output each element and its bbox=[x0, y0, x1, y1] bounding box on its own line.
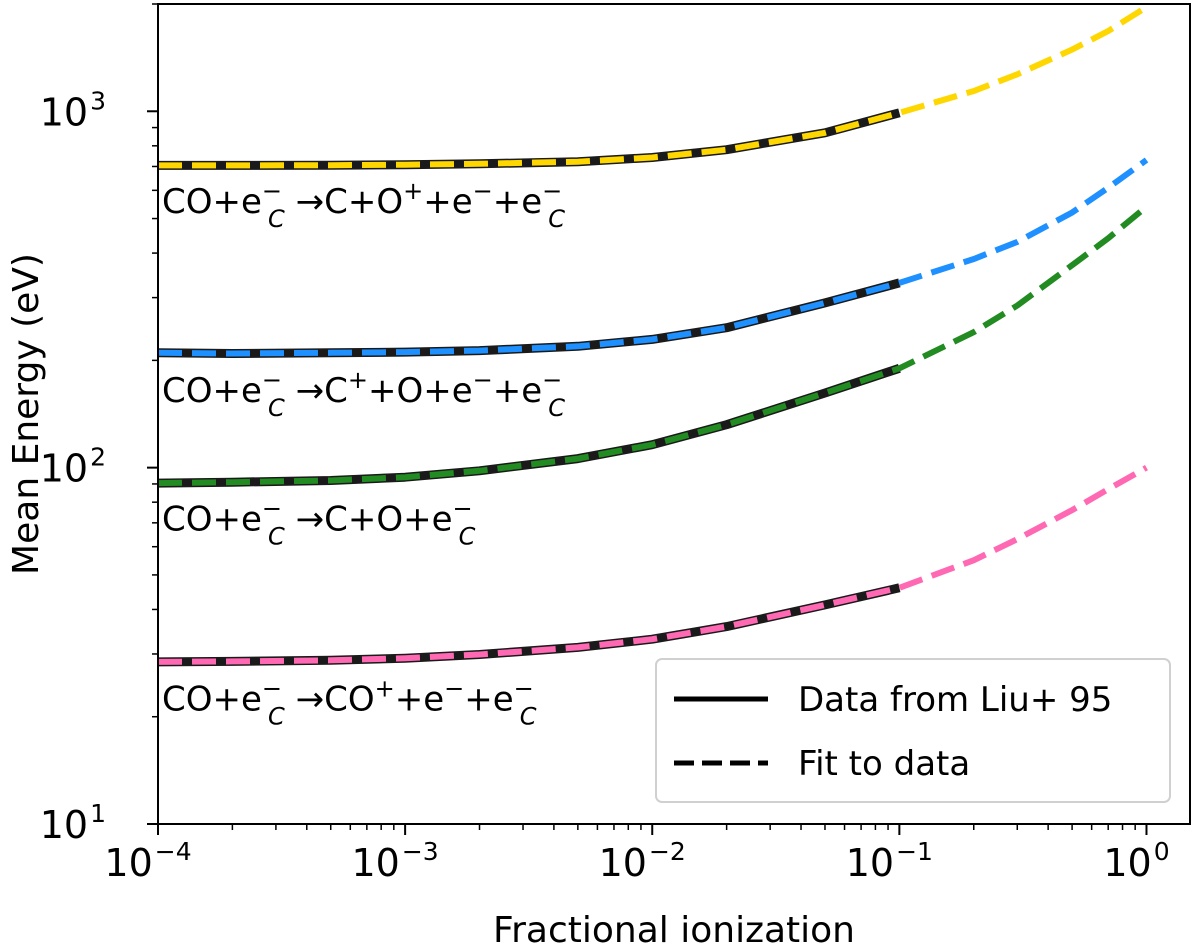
y-tick-label: 101 bbox=[40, 799, 106, 847]
x-tick-label: 10−3 bbox=[352, 837, 439, 885]
y-tick-exp: 1 bbox=[90, 799, 106, 828]
ann-sup: − bbox=[473, 366, 493, 394]
series-0 bbox=[158, 4, 1149, 170]
plot-frame bbox=[157, 3, 1191, 825]
legend-label: Fit to data bbox=[798, 744, 970, 784]
ann-sub: C bbox=[548, 394, 565, 422]
x-tick-label: 100 bbox=[1103, 837, 1169, 885]
ann-part: +e bbox=[423, 182, 472, 222]
ann-sup: − bbox=[514, 674, 534, 702]
x-tick-exp: −1 bbox=[896, 837, 933, 866]
ann-sub: C bbox=[548, 205, 565, 233]
ann-sup: + bbox=[348, 366, 368, 394]
reaction-label-2: CO+e− C →C+O+e− C bbox=[162, 494, 476, 550]
data-line-1 bbox=[157, 278, 901, 358]
ann-sub: C bbox=[459, 522, 476, 550]
x-axis-label: Fractional ionization bbox=[493, 910, 855, 951]
y-tick-exp: 2 bbox=[90, 443, 106, 472]
x-tick-exp: −4 bbox=[155, 837, 192, 866]
legend: Data from Liu+ 95 Fit to data bbox=[655, 658, 1171, 803]
ann-part: CO+e bbox=[162, 679, 262, 719]
ann-sup: − bbox=[262, 177, 282, 205]
ann-sub: C bbox=[268, 522, 285, 550]
y-axis-label: Mean Energy (eV) bbox=[6, 253, 47, 575]
x-tick-label: 10−2 bbox=[599, 837, 686, 885]
ann-sub: C bbox=[268, 394, 285, 422]
ann-part: →C+O+e bbox=[285, 499, 453, 539]
reaction-label-0: CO+e− C →C+O++e−+e− C bbox=[162, 177, 565, 233]
ann-part: →CO bbox=[285, 679, 375, 719]
data-line-3 bbox=[157, 583, 901, 667]
ann-sub: C bbox=[268, 205, 285, 233]
ann-part: CO+e bbox=[162, 182, 262, 222]
x-tick-exp: −2 bbox=[649, 837, 686, 866]
series-3 bbox=[157, 464, 1148, 667]
y-tick-label: 103 bbox=[40, 86, 106, 134]
ann-part: +O+e bbox=[368, 371, 473, 411]
ann-sup: − bbox=[542, 177, 562, 205]
ann-sub: C bbox=[520, 702, 537, 730]
ann-part: CO+e bbox=[162, 371, 262, 411]
ann-sup: − bbox=[453, 494, 473, 522]
ann-sub: C bbox=[268, 702, 285, 730]
ann-sup: + bbox=[403, 177, 423, 205]
fit-line-2 bbox=[157, 204, 1149, 487]
x-tick-exp: 0 bbox=[1154, 837, 1170, 866]
reaction-label-3: CO+e− C →CO++e−+e− C bbox=[162, 674, 537, 730]
ann-sup: − bbox=[262, 366, 282, 394]
ann-sup: − bbox=[444, 674, 464, 702]
series-1 bbox=[157, 157, 1149, 358]
legend-label: Data from Liu+ 95 bbox=[798, 680, 1112, 720]
fit-line-0 bbox=[158, 4, 1149, 169]
ann-part: +e bbox=[493, 371, 542, 411]
y-tick-exp: 3 bbox=[90, 86, 106, 115]
ann-sup: + bbox=[375, 674, 395, 702]
y-tick-label: 102 bbox=[40, 443, 106, 491]
reaction-label-1: CO+e− C →C++O+e−+e− C bbox=[162, 366, 565, 422]
x-tick-exp: −3 bbox=[402, 837, 439, 866]
series-2 bbox=[157, 204, 1149, 488]
fit-line-3 bbox=[157, 464, 1148, 665]
ann-part: +e bbox=[464, 679, 513, 719]
ann-part: +e bbox=[493, 182, 542, 222]
x-tick-label: 10−1 bbox=[846, 837, 933, 885]
ann-part: →C+O bbox=[285, 182, 403, 222]
ann-sup: − bbox=[473, 177, 493, 205]
ann-sup: − bbox=[262, 674, 282, 702]
ann-part: +e bbox=[395, 679, 444, 719]
ann-sup: − bbox=[542, 366, 562, 394]
ann-part: CO+e bbox=[162, 499, 262, 539]
legend-box bbox=[655, 658, 1171, 803]
x-tick-label: 10−4 bbox=[104, 837, 191, 885]
ann-part: →C bbox=[285, 371, 348, 411]
annotations-group: CO+e− C →C+O++e−+e− CCO+e− C →C++O+e−+e− CCO… bbox=[162, 177, 565, 730]
ann-sup: − bbox=[262, 494, 282, 522]
series-group bbox=[157, 4, 1149, 667]
